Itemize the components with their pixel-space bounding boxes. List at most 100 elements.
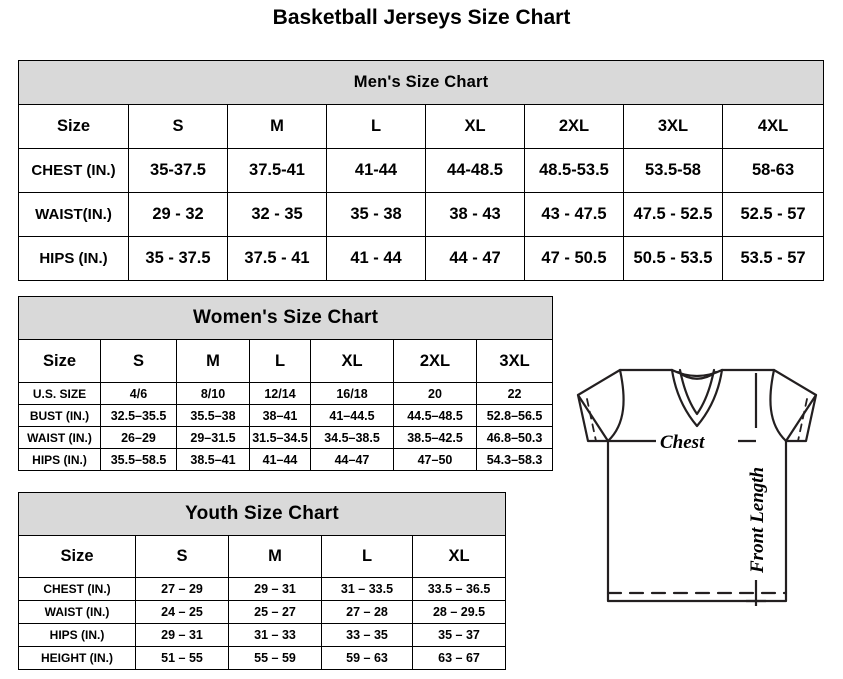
womens-header-row: Size S M L XL 2XL 3XL (18, 339, 554, 383)
front-length-measure-label: Front Length (747, 467, 768, 574)
table-row: CHEST (IN.) 35-37.5 37.5-41 41-44 44-48.… (18, 148, 825, 193)
womens-cell-hips-m: 38.5–41 (176, 448, 250, 471)
womens-cell-hips-3xl: 54.3–58.3 (475, 448, 554, 471)
mens-row-label-hips: HIPS (IN.) (18, 236, 129, 281)
table-row: HIPS (IN.) 29 – 31 31 – 33 33 – 35 35 – … (18, 623, 507, 647)
womens-cell-ussize-s: 4/6 (100, 382, 177, 405)
youth-col-header-size: Size (18, 535, 136, 578)
womens-chart-title: Women's Size Chart (17, 296, 554, 340)
youth-cell-waist-l: 27 – 28 (321, 600, 413, 624)
womens-col-header-l: L (249, 339, 311, 383)
mens-cell-chest-l: 41-44 (326, 148, 426, 193)
mens-cell-chest-xl: 44-48.5 (425, 148, 525, 193)
table-row: BUST (IN.) 32.5–35.5 35.5–38 38–41 41–44… (18, 404, 554, 427)
youth-cell-waist-xl: 28 – 29.5 (411, 600, 507, 624)
womens-cell-ussize-2xl: 20 (393, 382, 477, 405)
mens-cell-hips-xl: 44 - 47 (425, 236, 525, 281)
youth-size-chart-table: Youth Size Chart Size S M L XL CHEST (IN… (17, 492, 507, 670)
jersey-outline-icon (576, 368, 818, 603)
youth-header-row: Size S M L XL (18, 535, 507, 578)
youth-cell-hips-s: 29 – 31 (135, 623, 229, 647)
womens-cell-waist-s: 26–29 (100, 426, 177, 449)
table-row: CHEST (IN.) 27 – 29 29 – 31 31 – 33.5 33… (18, 577, 507, 601)
mens-cell-hips-4xl: 53.5 - 57 (721, 236, 825, 281)
womens-row-label-waist: WAIST (IN.) (18, 426, 101, 449)
womens-cell-ussize-xl: 16/18 (310, 382, 394, 405)
mens-cell-chest-4xl: 58-63 (721, 148, 825, 193)
youth-col-header-m: M (228, 535, 322, 578)
womens-cell-waist-l: 31.5–34.5 (249, 426, 311, 449)
youth-row-label-chest: CHEST (IN.) (18, 577, 136, 601)
mens-band-row: Men's Size Chart (17, 60, 825, 105)
mens-cell-hips-l: 41 - 44 (326, 236, 426, 281)
womens-cell-bust-xl: 41–44.5 (310, 404, 394, 427)
jersey-measurement-diagram: Chest Front Length (560, 358, 835, 648)
youth-cell-height-m: 55 – 59 (228, 646, 322, 670)
womens-col-header-m: M (176, 339, 250, 383)
mens-cell-chest-m: 37.5-41 (227, 148, 327, 193)
womens-cell-waist-m: 29–31.5 (176, 426, 250, 449)
youth-row-label-waist: WAIST (IN.) (18, 600, 136, 624)
youth-col-header-xl: XL (411, 535, 507, 578)
table-row: WAIST (IN.) 24 – 25 25 – 27 27 – 28 28 –… (18, 600, 507, 624)
left-cuff-dashed-line (586, 398, 597, 442)
youth-cell-hips-m: 31 – 33 (228, 623, 322, 647)
womens-cell-hips-2xl: 47–50 (393, 448, 477, 471)
mens-cell-waist-m: 32 - 35 (227, 192, 327, 237)
mens-col-header-s: S (128, 104, 228, 149)
youth-cell-height-xl: 63 – 67 (411, 646, 507, 670)
mens-cell-waist-3xl: 47.5 - 52.5 (623, 192, 723, 237)
mens-row-label-chest: CHEST (IN.) (18, 148, 129, 193)
womens-size-chart-table: Women's Size Chart Size S M L XL 2XL 3XL… (17, 296, 554, 471)
womens-col-header-s: S (100, 339, 177, 383)
table-row: HIPS (IN.) 35.5–58.5 38.5–41 41–44 44–47… (18, 448, 554, 471)
mens-row-label-waist: WAIST(IN.) (18, 192, 129, 237)
womens-cell-waist-xl: 34.5–38.5 (310, 426, 394, 449)
table-row: WAIST(IN.) 29 - 32 32 - 35 35 - 38 38 - … (18, 192, 825, 237)
womens-cell-waist-3xl: 46.8–50.3 (475, 426, 554, 449)
table-row: WAIST (IN.) 26–29 29–31.5 31.5–34.5 34.5… (18, 426, 554, 449)
mens-col-header-l: L (326, 104, 426, 149)
womens-row-label-hips: HIPS (IN.) (18, 448, 101, 471)
mens-col-header-4xl: 4XL (721, 104, 825, 149)
womens-cell-hips-s: 35.5–58.5 (100, 448, 177, 471)
youth-cell-chest-l: 31 – 33.5 (321, 577, 413, 601)
mens-cell-waist-s: 29 - 32 (128, 192, 228, 237)
youth-cell-chest-m: 29 – 31 (228, 577, 322, 601)
mens-cell-waist-2xl: 43 - 47.5 (524, 192, 624, 237)
mens-col-header-xl: XL (425, 104, 525, 149)
table-row: HIPS (IN.) 35 - 37.5 37.5 - 41 41 - 44 4… (18, 236, 825, 281)
womens-cell-bust-m: 35.5–38 (176, 404, 250, 427)
mens-col-header-3xl: 3XL (623, 104, 723, 149)
mens-cell-chest-3xl: 53.5-58 (623, 148, 723, 193)
youth-col-header-s: S (135, 535, 229, 578)
mens-cell-waist-xl: 38 - 43 (425, 192, 525, 237)
womens-cell-bust-3xl: 52.8–56.5 (475, 404, 554, 427)
mens-size-chart-table: Men's Size Chart Size S M L XL 2XL 3XL 4… (17, 60, 825, 281)
womens-cell-bust-2xl: 44.5–48.5 (393, 404, 477, 427)
womens-cell-bust-l: 38–41 (249, 404, 311, 427)
mens-cell-hips-s: 35 - 37.5 (128, 236, 228, 281)
womens-cell-hips-xl: 44–47 (310, 448, 394, 471)
womens-col-header-2xl: 2XL (393, 339, 477, 383)
womens-col-header-size: Size (18, 339, 101, 383)
mens-cell-waist-4xl: 52.5 - 57 (721, 192, 825, 237)
table-row: U.S. SIZE 4/6 8/10 12/14 16/18 20 22 (18, 382, 554, 405)
youth-chart-title: Youth Size Chart (17, 492, 507, 536)
womens-band-row: Women's Size Chart (17, 296, 554, 340)
womens-col-header-xl: XL (310, 339, 394, 383)
youth-cell-height-l: 59 – 63 (321, 646, 413, 670)
youth-cell-height-s: 51 – 55 (135, 646, 229, 670)
front-length-measure-line (746, 373, 766, 606)
womens-cell-ussize-l: 12/14 (249, 382, 311, 405)
mens-header-row: Size S M L XL 2XL 3XL 4XL (18, 104, 825, 149)
youth-cell-waist-m: 25 – 27 (228, 600, 322, 624)
youth-col-header-l: L (321, 535, 413, 578)
mens-col-header-size: Size (18, 104, 129, 149)
mens-chart-title: Men's Size Chart (17, 60, 825, 105)
womens-cell-ussize-m: 8/10 (176, 382, 250, 405)
mens-col-header-2xl: 2XL (524, 104, 624, 149)
youth-cell-chest-xl: 33.5 – 36.5 (411, 577, 507, 601)
mens-cell-hips-m: 37.5 - 41 (227, 236, 327, 281)
mens-cell-waist-l: 35 - 38 (326, 192, 426, 237)
